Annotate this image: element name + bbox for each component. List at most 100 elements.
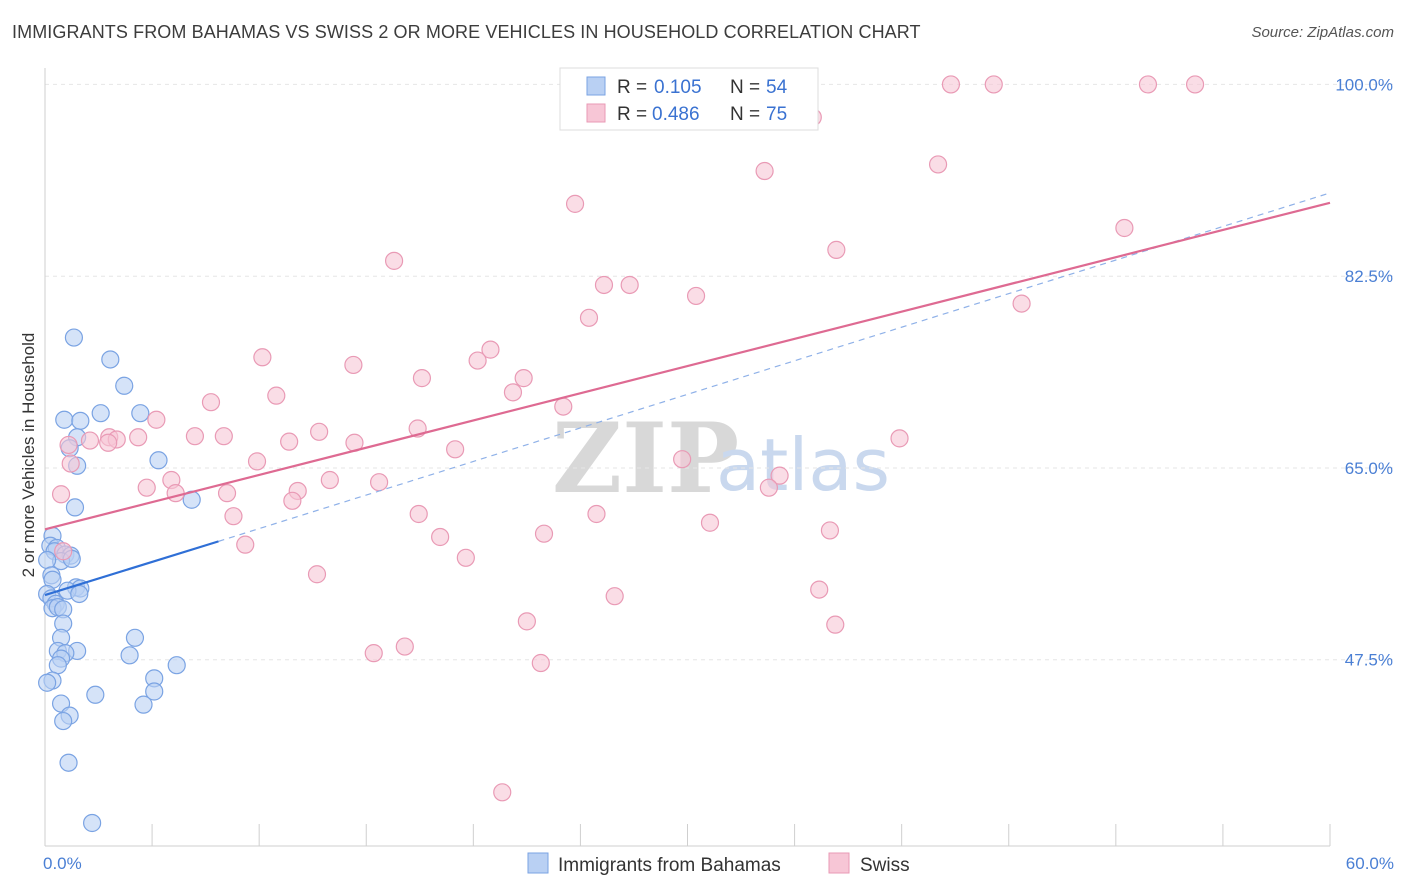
bahamas-point <box>38 550 57 570</box>
swiss-point <box>565 194 585 213</box>
bahamas-trend-line <box>44 540 219 597</box>
swiss-point <box>236 535 255 554</box>
trend-lines <box>44 192 1331 597</box>
swiss-point <box>344 355 363 375</box>
swiss-point <box>80 431 100 450</box>
swiss-point <box>517 612 536 631</box>
swiss-point <box>984 75 1003 94</box>
bahamas-point <box>86 685 105 704</box>
legend-n-value-swiss: 75 <box>766 104 787 125</box>
swiss-point <box>686 286 706 306</box>
swiss-point <box>554 397 573 416</box>
swiss-point <box>770 466 789 485</box>
swiss-point <box>201 393 221 412</box>
swiss-point <box>928 155 948 174</box>
bahamas-point <box>83 813 102 833</box>
swiss-point <box>320 470 339 490</box>
watermark-zip: ZIP <box>552 402 739 515</box>
legend-swatch-bahamas <box>586 76 606 96</box>
bahamas-point <box>134 695 153 714</box>
bahamas-point <box>149 451 168 470</box>
bahamas-point <box>54 711 73 731</box>
swiss-point <box>827 240 846 259</box>
swiss-point <box>431 527 450 547</box>
swiss-point <box>137 478 156 497</box>
y-tick-label: 100.0% <box>1335 75 1393 94</box>
swiss-trend-line <box>44 201 1331 531</box>
swiss-point <box>395 637 414 656</box>
swiss-point <box>481 340 500 359</box>
bahamas-point <box>59 753 78 772</box>
swiss-point <box>1138 75 1158 94</box>
swiss-point <box>267 386 286 405</box>
swiss-point <box>364 644 383 663</box>
swiss-point <box>700 513 720 532</box>
bahamas-point <box>71 411 90 430</box>
swiss-point <box>1185 75 1205 94</box>
swiss-point <box>890 429 909 448</box>
swiss-point <box>605 587 624 606</box>
stats-legend: R = 0.105 N = 54 R = 0.486 N = 75 <box>559 67 819 131</box>
watermark-atlas: atlas <box>716 423 890 507</box>
swiss-point <box>147 410 166 429</box>
swiss-point <box>620 275 639 295</box>
bahamas-trend-extension <box>218 192 1331 542</box>
x-tick-label-min: 0.0% <box>43 854 82 873</box>
swiss-point <box>1115 218 1134 238</box>
bahamas-point <box>55 410 74 429</box>
swiss-point <box>310 422 329 441</box>
swiss-point <box>412 369 432 388</box>
swiss-point <box>534 524 554 543</box>
swiss-point <box>51 485 71 504</box>
y-tick-label: 82.5% <box>1345 267 1393 286</box>
swiss-point <box>307 565 327 584</box>
swiss-point <box>531 653 550 673</box>
bahamas-point <box>70 584 89 604</box>
swiss-point <box>217 484 237 503</box>
bahamas-point <box>131 404 150 423</box>
legend-n-label-swiss: N = <box>730 104 760 125</box>
bahamas-point <box>101 350 120 369</box>
bahamas-point <box>48 656 67 675</box>
bahamas-point <box>115 376 134 395</box>
y-tick-label: 65.0% <box>1345 459 1393 478</box>
swiss-point <box>166 484 185 503</box>
swiss-point <box>456 548 475 567</box>
swiss-point <box>826 615 845 634</box>
y-axis-title: 2 or more Vehicles in Household <box>19 333 38 578</box>
swiss-point <box>224 507 243 526</box>
swiss-point <box>185 427 205 446</box>
bottom-legend-label-swiss: Swiss <box>860 855 910 876</box>
swiss-point <box>810 580 829 599</box>
bahamas-point <box>167 656 186 675</box>
source-credit: Source: ZipAtlas.com <box>1251 24 1394 41</box>
legend-n-label-bahamas: N = <box>730 77 760 98</box>
legend-n-value-bahamas: 54 <box>766 77 788 98</box>
x-tick-label-max: 60.0% <box>1346 854 1394 873</box>
y-tick-label: 47.5% <box>1345 651 1393 670</box>
bahamas-point <box>38 673 57 692</box>
swiss-point <box>280 432 299 451</box>
swiss-point <box>283 491 302 510</box>
bahamas-point <box>145 682 164 701</box>
swiss-point <box>759 478 778 497</box>
legend-r-value-swiss: 0.486 <box>652 104 700 125</box>
legend-r-label-bahamas: R = <box>617 77 647 98</box>
swiss-point <box>514 369 533 388</box>
chart-title: IMMIGRANTS FROM BAHAMAS VS SWISS 2 OR MO… <box>12 22 921 42</box>
bottom-legend-label-bahamas: Immigrants from Bahamas <box>558 855 781 876</box>
swiss-point <box>59 435 78 455</box>
series-immigrants-from-bahamas <box>38 328 201 833</box>
swiss-point <box>493 783 512 802</box>
legend-r-value-bahamas: 0.105 <box>654 77 702 98</box>
swiss-point <box>503 383 523 402</box>
swiss-point <box>54 542 73 561</box>
bottom-legend-swatch-swiss <box>828 852 850 874</box>
swiss-point <box>446 440 465 459</box>
swiss-point <box>1012 294 1031 313</box>
swiss-point <box>579 308 599 327</box>
swiss-point <box>214 427 233 446</box>
swiss-point <box>594 275 614 295</box>
swiss-point <box>820 521 840 540</box>
